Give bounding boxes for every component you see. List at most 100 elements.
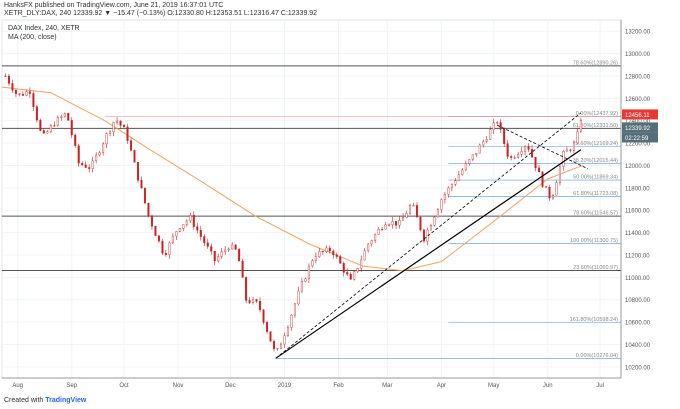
candle-body xyxy=(415,205,418,218)
candle-body xyxy=(520,151,523,155)
candle-body xyxy=(475,152,478,155)
candle-body xyxy=(346,272,349,275)
fib-level-label: 38.20%(12015.44) xyxy=(573,158,618,164)
candle-body xyxy=(356,268,359,272)
candle-body xyxy=(276,348,279,350)
candle-body xyxy=(241,260,244,278)
candle-body xyxy=(398,220,401,226)
candle-series xyxy=(4,73,582,352)
candle-body xyxy=(464,163,467,171)
candle-body xyxy=(161,240,164,254)
price-tag-label: 02:22:59 xyxy=(625,136,649,142)
candle-body xyxy=(510,156,513,158)
y-tick-label: 10600.00 xyxy=(625,321,651,327)
price-tag-bg xyxy=(622,132,658,143)
candle-body xyxy=(517,154,520,158)
candle-body xyxy=(555,182,558,196)
candle-body xyxy=(562,151,565,167)
candle-body xyxy=(262,309,265,323)
candle-body xyxy=(32,93,35,107)
candle-body xyxy=(374,234,377,241)
tradingview-logo[interactable]: TradingView xyxy=(45,397,87,404)
candle-body xyxy=(332,250,335,256)
candle-body xyxy=(489,129,492,140)
candle-body xyxy=(88,167,91,169)
candle-body xyxy=(461,169,464,175)
candle-body xyxy=(307,265,310,279)
candle-body xyxy=(325,247,328,252)
candle-body xyxy=(157,235,160,242)
candle-body xyxy=(353,271,356,280)
candle-body xyxy=(74,134,77,146)
candle-body xyxy=(199,229,202,237)
candle-body xyxy=(569,149,572,151)
candle-body xyxy=(255,299,258,302)
candle-body xyxy=(210,246,213,252)
candle-body xyxy=(328,247,331,252)
candle-body xyxy=(286,327,289,336)
candle-body xyxy=(203,236,206,244)
price-chart[interactable]: 78.60%(12890.26) 0.00%(12437.92) 61.80%(12… xyxy=(0,18,680,396)
candle-body xyxy=(105,133,108,145)
candle-body xyxy=(171,235,174,244)
candle-body xyxy=(545,186,548,188)
candle-body xyxy=(21,94,24,96)
candle-body xyxy=(168,242,171,255)
y-tick-label: 10200.00 xyxy=(625,365,651,371)
candle-body xyxy=(360,259,363,269)
candle-body xyxy=(56,117,59,126)
x-tick-label: Mar xyxy=(382,383,392,389)
candle-body xyxy=(381,229,384,231)
x-axis: Aug Sep Oct Nov Dec 2019 Feb Mar Apr May Jun Jul xyxy=(2,377,621,389)
candle-body xyxy=(49,125,52,132)
fib-level-label: 0.00%(10276.04) xyxy=(576,353,618,359)
candle-body xyxy=(189,215,192,222)
candle-body xyxy=(419,216,422,231)
candle-body xyxy=(213,250,216,262)
fib-level-label: 78.60%(11546.57) xyxy=(573,211,618,217)
trend-line xyxy=(497,124,589,170)
candle-body xyxy=(119,120,122,126)
candle-body xyxy=(273,341,276,350)
candle-body xyxy=(311,260,314,267)
candle-body xyxy=(457,174,460,181)
candle-body xyxy=(551,194,554,199)
candle-body xyxy=(534,156,537,169)
candle-body xyxy=(402,217,405,221)
x-tick-label: Dec xyxy=(225,383,236,389)
candle-body xyxy=(454,180,457,185)
plot-frame xyxy=(1,19,622,379)
x-tick-label: Apr xyxy=(437,383,446,389)
candle-body xyxy=(248,300,251,303)
candle-body xyxy=(7,75,10,84)
candle-body xyxy=(53,125,56,127)
candle-body xyxy=(266,322,269,332)
footer-created: Created with xyxy=(4,397,44,404)
candle-body xyxy=(450,184,453,189)
x-tick-label: Aug xyxy=(12,383,23,389)
fib-level-label: 61.80%(12331.50) xyxy=(573,123,618,129)
candle-body xyxy=(496,122,499,124)
candle-body xyxy=(492,122,495,130)
candle-body xyxy=(178,228,181,232)
candle-body xyxy=(503,128,506,144)
ma-200-path xyxy=(1,86,583,272)
y-tick-label: 12200.00 xyxy=(625,142,651,148)
candle-body xyxy=(429,225,432,231)
candle-body xyxy=(238,249,241,262)
candle-body xyxy=(252,299,255,303)
candle-body xyxy=(300,281,303,292)
price-tag-bg xyxy=(622,122,658,133)
candle-body xyxy=(18,93,21,95)
candle-body xyxy=(283,335,286,345)
candle-body xyxy=(388,224,391,226)
candle-body xyxy=(304,278,307,282)
candle-body xyxy=(126,126,129,141)
candle-body xyxy=(349,273,352,280)
candle-body xyxy=(234,244,237,250)
y-tick-label: 10800.00 xyxy=(625,298,651,304)
x-tick-label: Jul xyxy=(596,383,604,389)
candle-body xyxy=(196,226,199,231)
header: HanksFX published on TradingView.com, Ju… xyxy=(0,0,680,17)
candle-body xyxy=(245,277,248,301)
